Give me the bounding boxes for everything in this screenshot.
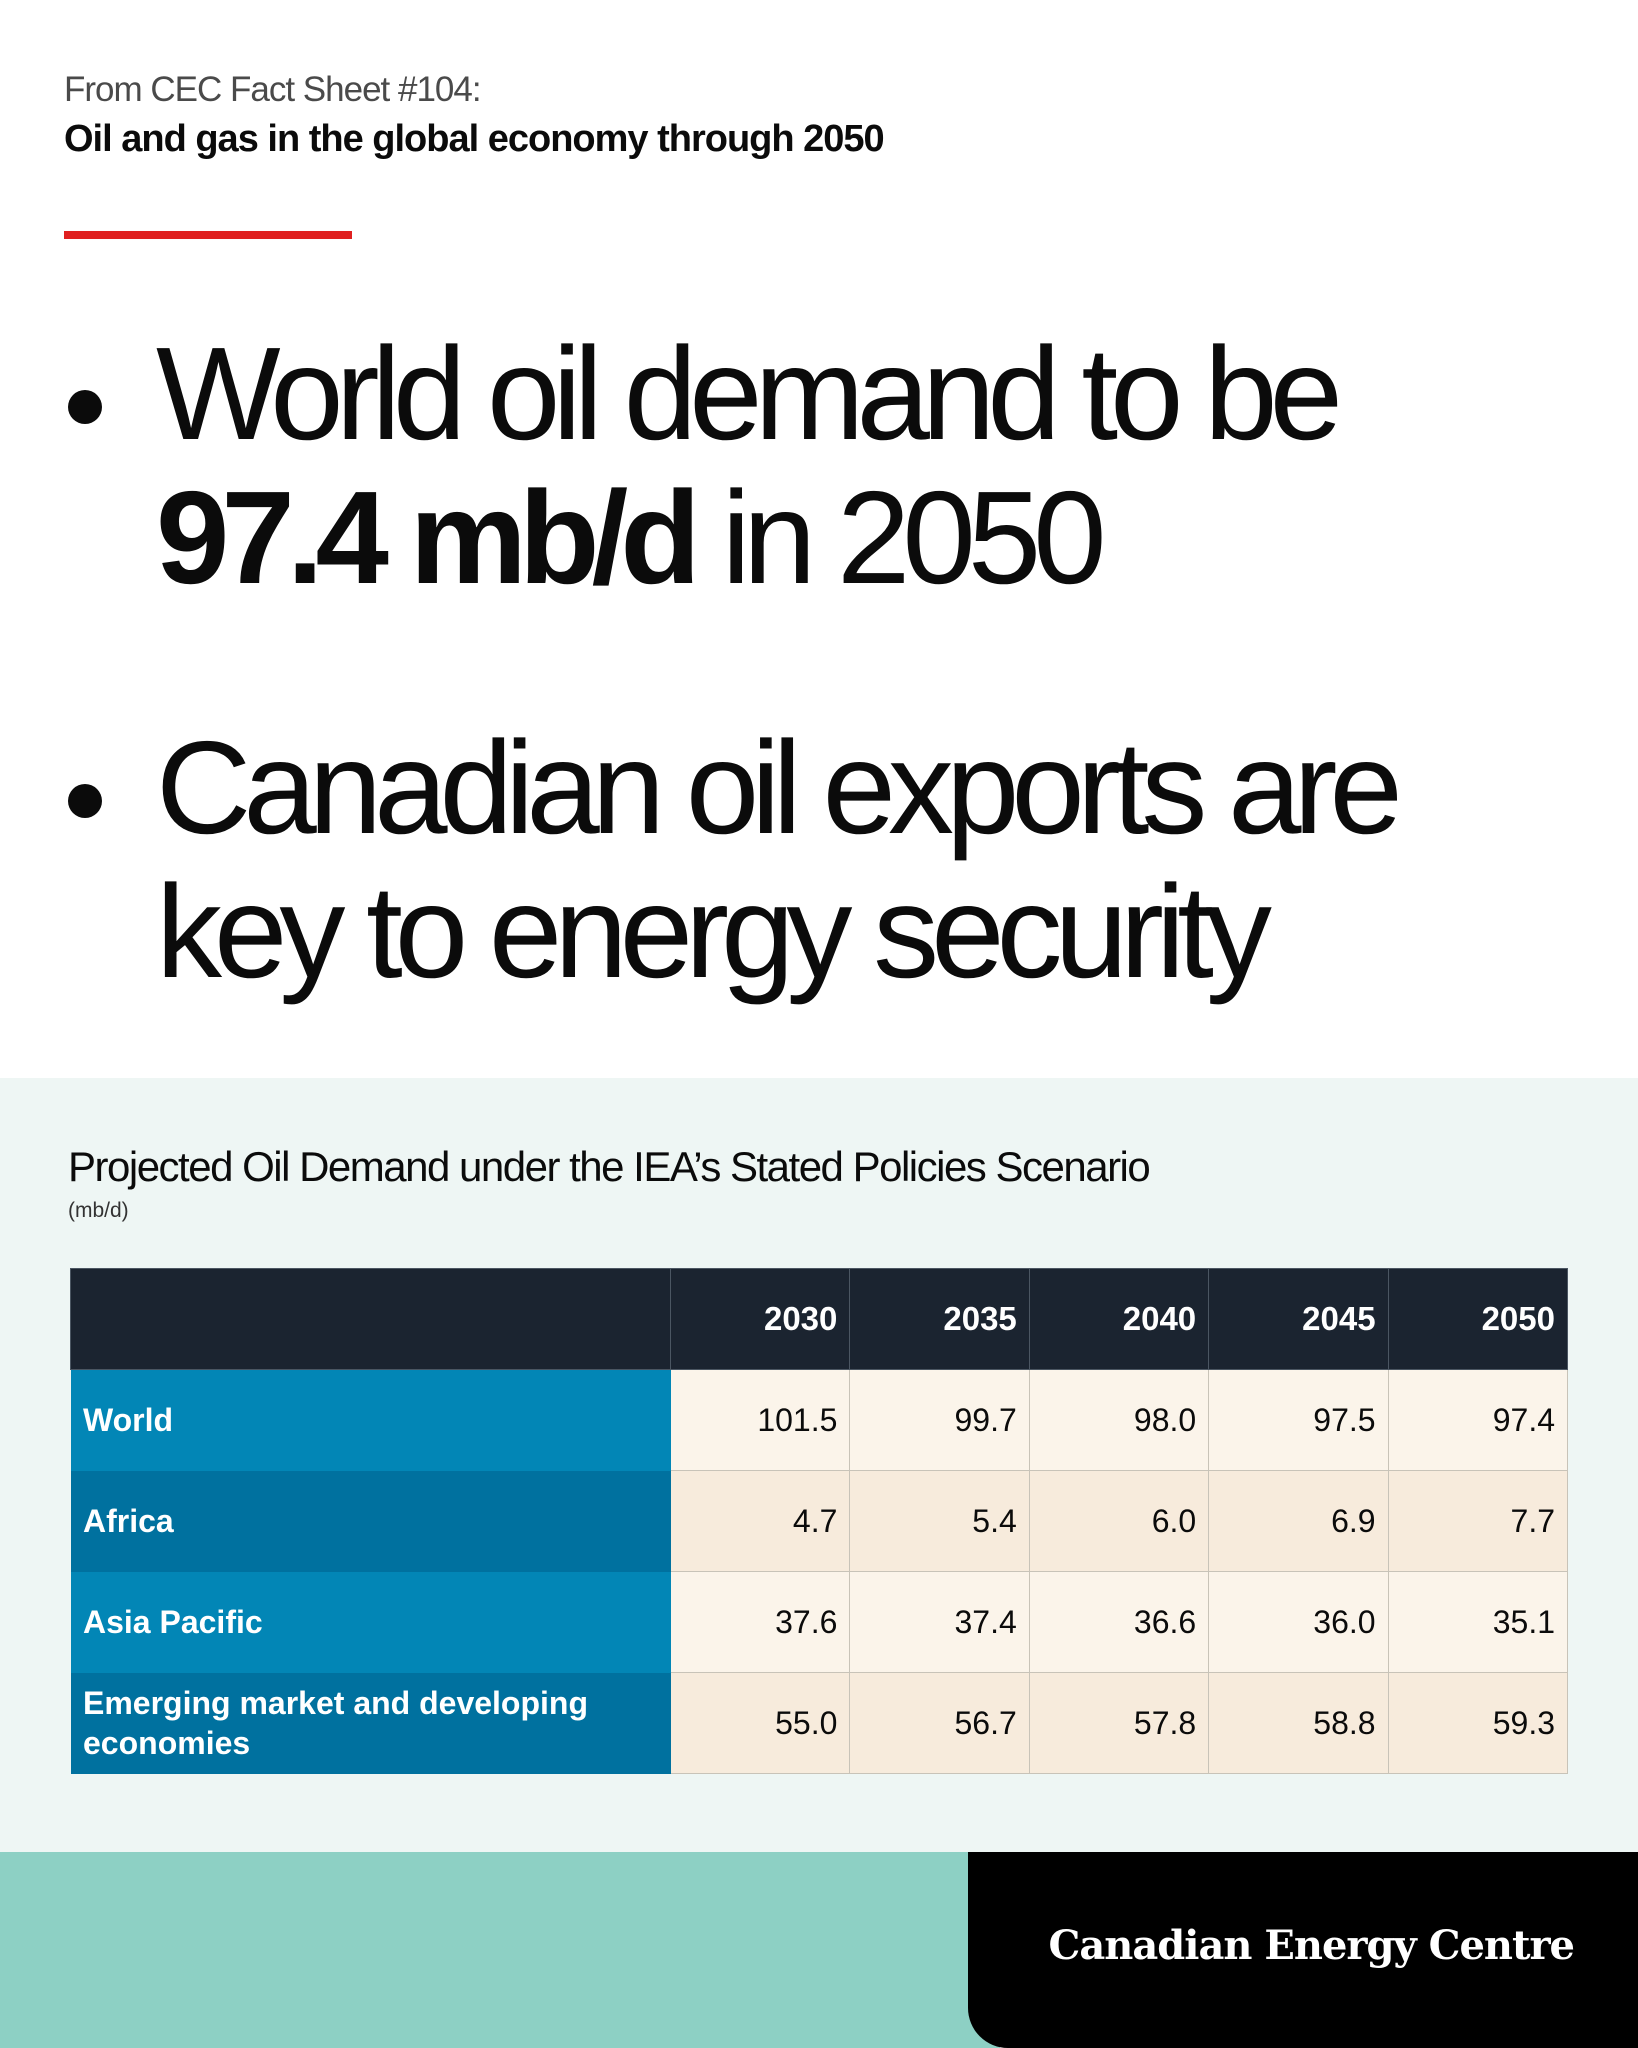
row-label: World bbox=[70, 1369, 671, 1471]
row-label: Emerging market and developing economies bbox=[70, 1672, 671, 1774]
bullet-1-bold-figure: 97.4 mb/d bbox=[156, 464, 701, 611]
row-label: Africa bbox=[70, 1470, 671, 1572]
row-label: Asia Pacific bbox=[70, 1571, 671, 1673]
table-cell: 97.4 bbox=[1387, 1369, 1569, 1471]
table-cell: 6.0 bbox=[1028, 1470, 1210, 1572]
table-cell: 36.0 bbox=[1208, 1571, 1389, 1673]
column-header: 2030 bbox=[669, 1268, 851, 1370]
brand-logo-text: Canadian Energy Centre bbox=[1048, 1922, 1575, 1969]
table-cell: 58.8 bbox=[1208, 1672, 1389, 1774]
table-cell: 4.7 bbox=[669, 1470, 851, 1572]
table-cell: 37.6 bbox=[669, 1571, 851, 1673]
table-cell: 36.6 bbox=[1028, 1571, 1210, 1673]
fact-sheet-kicker: From CEC Fact Sheet #104: bbox=[64, 70, 482, 109]
footer-black-band bbox=[968, 1852, 1638, 2048]
column-header: 2045 bbox=[1208, 1268, 1389, 1370]
table-cell: 5.4 bbox=[849, 1470, 1030, 1572]
table-row: Asia Pacific 37.6 37.4 36.6 36.0 35.1 bbox=[70, 1571, 1569, 1673]
table-cell: 55.0 bbox=[669, 1672, 851, 1774]
bullet-canadian-exports-text: Canadian oil exports are key to energy s… bbox=[156, 714, 1403, 1005]
table-cell: 99.7 bbox=[849, 1369, 1030, 1471]
bullet-1-tail: in 2050 bbox=[692, 464, 1107, 611]
bullet-world-demand-text: World oil demand to be 97.4 mb/d in 2050 bbox=[156, 320, 1343, 611]
bullet-dot-icon bbox=[68, 390, 102, 424]
table-header-row: 2030 2035 2040 2045 2050 bbox=[70, 1268, 1569, 1370]
table-cell: 37.4 bbox=[849, 1571, 1030, 1673]
bullet-dot-icon bbox=[68, 784, 102, 818]
bullet-2-line-2: key to energy security bbox=[156, 858, 1272, 1005]
bullet-1-lead: World oil demand to be bbox=[156, 320, 1343, 467]
table-cell: 7.7 bbox=[1387, 1470, 1569, 1572]
table-row: World 101.5 99.7 98.0 97.5 97.4 bbox=[70, 1369, 1569, 1471]
table-unit: (mb/d) bbox=[68, 1199, 129, 1222]
table-cell: 56.7 bbox=[849, 1672, 1030, 1774]
accent-rule bbox=[64, 231, 352, 239]
table-cell: 6.9 bbox=[1208, 1470, 1389, 1572]
table-header-corner bbox=[70, 1268, 671, 1370]
table-row: Africa 4.7 5.4 6.0 6.9 7.7 bbox=[70, 1470, 1569, 1572]
table-cell: 57.8 bbox=[1028, 1672, 1210, 1774]
bullet-2-line-1: Canadian oil exports are bbox=[156, 714, 1403, 861]
table-cell: 101.5 bbox=[669, 1369, 851, 1471]
table-cell: 98.0 bbox=[1028, 1369, 1210, 1471]
column-header: 2050 bbox=[1387, 1268, 1569, 1370]
table-cell: 59.3 bbox=[1387, 1672, 1569, 1774]
column-header: 2035 bbox=[849, 1268, 1030, 1370]
footer-teal-band bbox=[0, 1852, 1000, 2048]
table-row: Emerging market and developing economies… bbox=[70, 1672, 1569, 1774]
fact-sheet-subtitle: Oil and gas in the global economy throug… bbox=[64, 118, 885, 160]
table-title: Projected Oil Demand under the IEA’s Sta… bbox=[68, 1143, 1151, 1190]
oil-demand-table: 2030 2035 2040 2045 2050 World 101.5 99.… bbox=[70, 1268, 1569, 1774]
table-cell: 35.1 bbox=[1387, 1571, 1569, 1673]
table-cell: 97.5 bbox=[1208, 1369, 1389, 1471]
column-header: 2040 bbox=[1028, 1268, 1210, 1370]
